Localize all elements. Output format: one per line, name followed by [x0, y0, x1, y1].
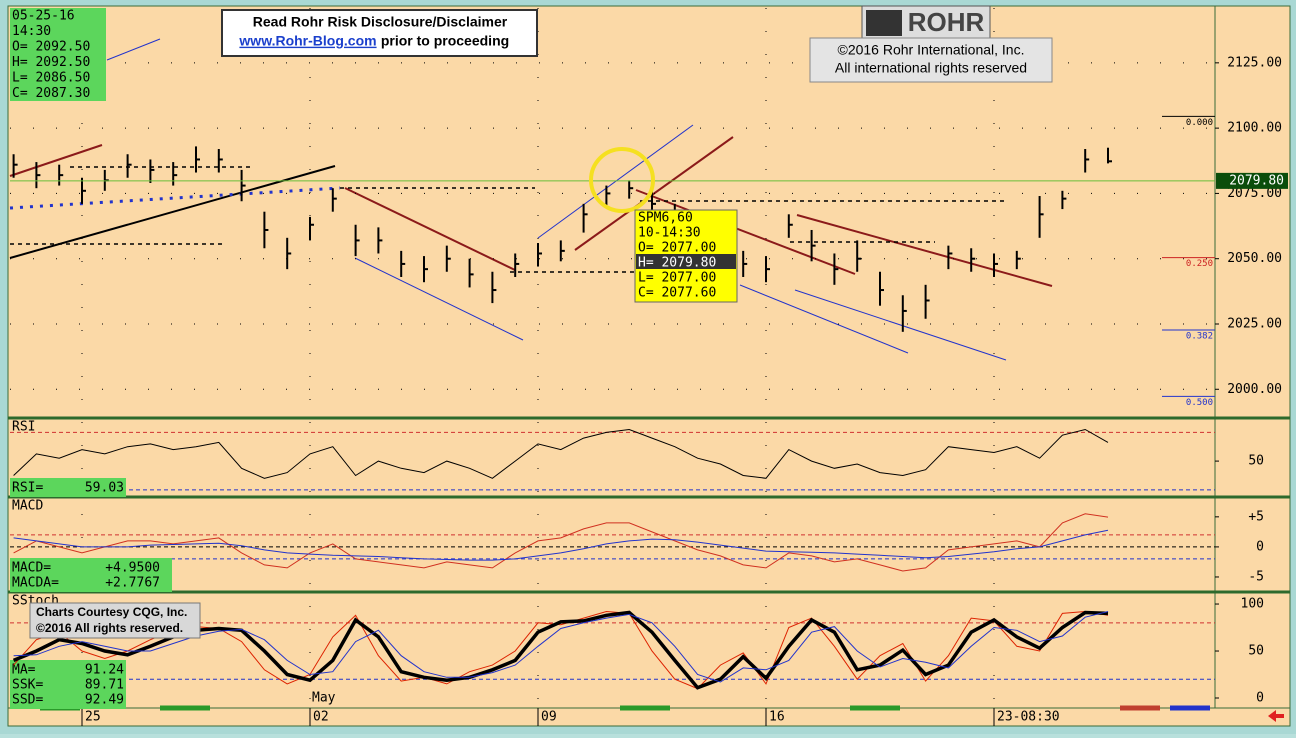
trend-line [9, 144, 103, 177]
readout-box [10, 8, 106, 101]
readout-name: MACDA= [12, 576, 59, 591]
courtesy-box [29, 602, 201, 639]
trend-line [106, 38, 161, 61]
trend-line [635, 189, 856, 275]
trend-line [794, 289, 1007, 361]
panel-title: RSI [12, 420, 35, 435]
x-tick-label: 23-08:30 [997, 710, 1060, 725]
readout-value: +2.7767 [105, 576, 160, 591]
y-tick-label: 2075.00 [1227, 186, 1282, 201]
readout-name: SSK= [12, 678, 43, 693]
y-tick-label: 0 [1256, 539, 1264, 554]
x-tick-label: 02 [313, 710, 329, 725]
y-tick-label: 2000.00 [1227, 382, 1282, 397]
readout-value: 89.71 [85, 678, 124, 693]
readout-name: SSD= [12, 693, 43, 708]
readout-name: MACD= [12, 561, 51, 576]
y-tick-label: +5 [1248, 509, 1264, 524]
readout-box [10, 558, 172, 592]
readout-value: 92.49 [85, 693, 124, 708]
readout-line: L= 2086.50 [12, 71, 90, 86]
fib-label: 0.382 [1186, 331, 1213, 341]
copyright-line: ©2016 Rohr International, Inc. [838, 42, 1025, 58]
readout-line: H= 2092.50 [12, 55, 90, 70]
month-label: May [312, 691, 336, 706]
panel-title: MACD [12, 499, 43, 514]
y-tick-label: 0 [1256, 691, 1264, 706]
last-price-label: 2079.80 [1229, 173, 1284, 188]
series-line [13, 529, 1109, 561]
x-tick-label: 25 [85, 710, 101, 725]
trend-line [796, 214, 1053, 287]
series-line [13, 513, 1109, 572]
y-tick-label: 2050.00 [1227, 251, 1282, 266]
y-tick-label: 100 [1241, 597, 1264, 612]
readout-box [10, 660, 126, 709]
y-tick-label: 50 [1248, 454, 1264, 469]
copyright-box [809, 37, 1053, 83]
tooltip-highlight [636, 254, 736, 269]
tooltip-line: SPM6,60 [638, 211, 693, 226]
disclaimer-box [221, 9, 538, 57]
tooltip-line: L= 2077.00 [638, 271, 716, 286]
y-tick-label: 50 [1248, 644, 1264, 659]
logo-mark [866, 10, 902, 36]
trend-line [344, 187, 516, 271]
readout-box [10, 478, 126, 497]
readout-value: 91.24 [85, 663, 124, 678]
readout-line: 05-25-16 [12, 9, 75, 24]
disclaimer-link[interactable]: www.Rohr-Blog.com [238, 33, 376, 49]
fib-label: 0.500 [1186, 398, 1213, 408]
readout-value: 59.03 [85, 481, 124, 496]
scroll-arrow[interactable] [1268, 710, 1284, 722]
x-tick-label: 16 [769, 710, 785, 725]
courtesy-line: Charts Courtesy CQG, Inc. [36, 605, 187, 619]
readout-line: C= 2087.30 [12, 86, 90, 101]
x-axis-strip [7, 707, 1291, 727]
y-tick-label: 2025.00 [1227, 316, 1282, 331]
tooltip-line: C= 2077.60 [638, 286, 716, 301]
copyright-line: All international rights reserved [835, 60, 1027, 76]
fib-label: 0.000 [1186, 118, 1213, 128]
logo: ROHR [908, 7, 985, 37]
fib-label: 0.250 [1186, 259, 1213, 269]
tooltip-line: H= 2079.80 [638, 256, 716, 271]
trend-line [739, 284, 909, 354]
disclaimer-tail: prior to proceeding [381, 33, 509, 49]
trend-line [537, 124, 694, 239]
trend-line [354, 257, 524, 341]
y-tick-label: 2125.00 [1227, 55, 1282, 70]
disclaimer-title: Read Rohr Risk Disclosure/Disclaimer [253, 14, 508, 30]
plots: 2000.00 2025.00 2050.00 2075.00 2100.00 2125.… [10, 8, 1288, 726]
cursor-highlight [589, 147, 655, 213]
readout-line: 14:30 [12, 24, 51, 39]
y-tick-label: -5 [1248, 569, 1264, 584]
courtesy-line: ©2016 All rights reserved. [36, 621, 183, 635]
panel-separators [8, 416, 1290, 594]
readout-line: O= 2092.50 [12, 40, 90, 55]
readout-name: MA= [12, 663, 36, 678]
y-tick-label: 2100.00 [1227, 121, 1282, 136]
x-tick-label: 09 [541, 710, 557, 725]
readout-value: +4.9500 [105, 561, 160, 576]
series-line [13, 428, 1109, 479]
tooltip-line: 10-14:30 [638, 226, 701, 241]
readout-name: RSI= [12, 481, 43, 496]
tooltip-line: O= 2077.00 [638, 241, 716, 256]
last-price-marker [1216, 172, 1288, 189]
